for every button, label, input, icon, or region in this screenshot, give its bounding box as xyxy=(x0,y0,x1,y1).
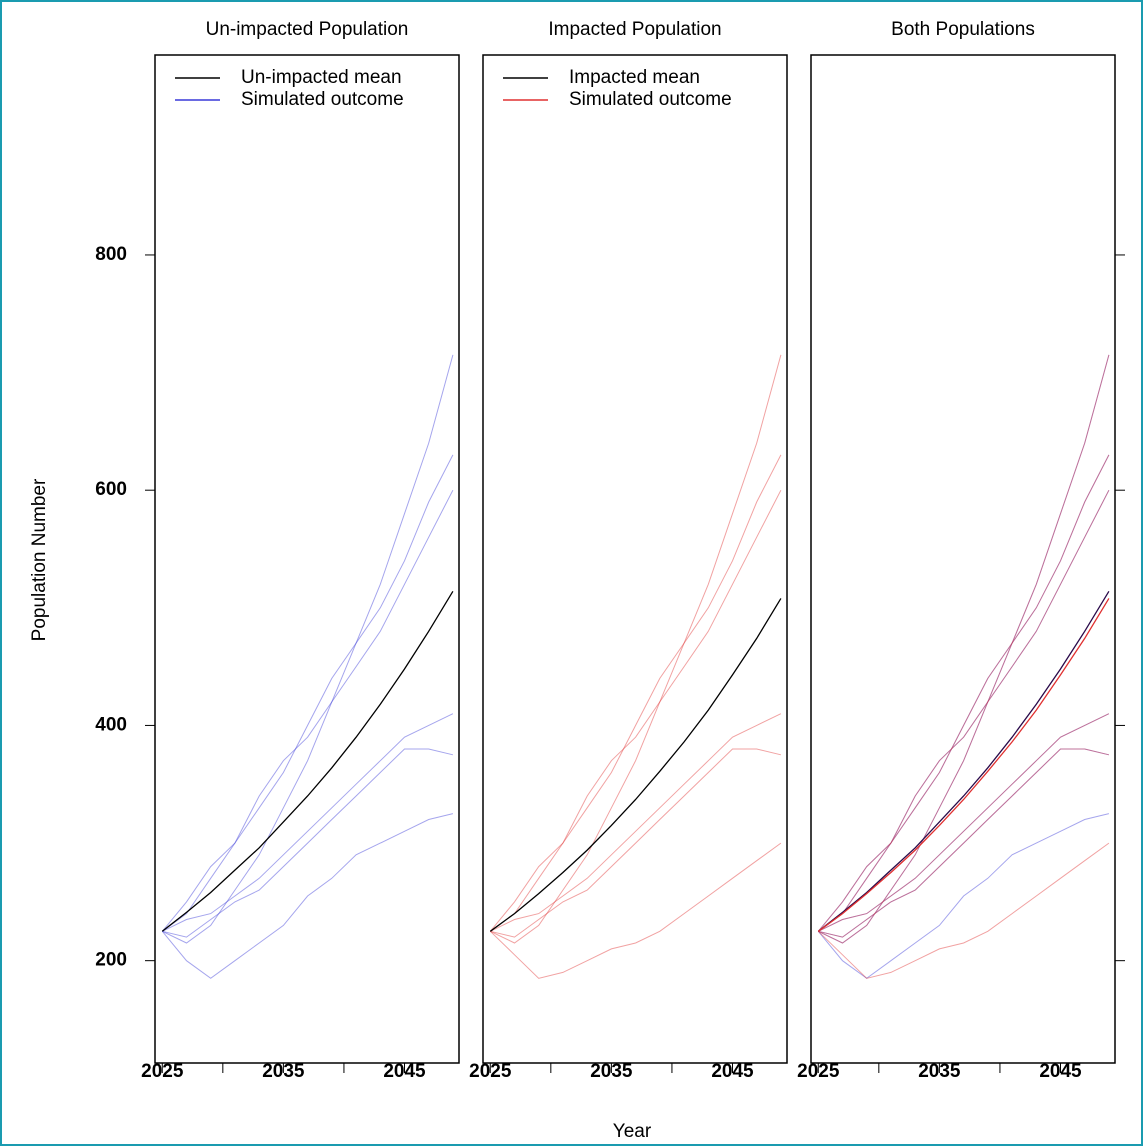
y-axis-label: Population Number xyxy=(29,478,50,641)
x-tick-label: 2035 xyxy=(590,1061,633,1082)
simulated-line xyxy=(490,489,782,932)
mean-line xyxy=(489,598,782,932)
mean-line xyxy=(817,598,1110,932)
x-tick-label: 2025 xyxy=(797,1061,840,1082)
simulated-line xyxy=(162,748,454,938)
x-tick-label: 2035 xyxy=(262,1061,305,1082)
x-tick-label: 2025 xyxy=(469,1061,512,1082)
legend-label: Simulated outcome xyxy=(241,89,404,110)
x-tick-label: 2035 xyxy=(918,1061,961,1082)
simulated-line xyxy=(162,354,454,944)
simulated-line xyxy=(818,713,1110,932)
y-tick-label: 600 xyxy=(95,479,127,500)
simulated-line xyxy=(818,748,1110,938)
simulated-line xyxy=(817,454,1110,932)
simulated-line xyxy=(489,842,782,979)
simulated-line xyxy=(818,748,1110,938)
simulated-line xyxy=(161,813,454,979)
x-axis-label: Year xyxy=(613,1121,652,1142)
x-tick-label: 2025 xyxy=(141,1061,184,1082)
mean-line xyxy=(817,590,1110,932)
simulated-line xyxy=(490,713,782,932)
simulated-line xyxy=(161,454,454,932)
panel-frame xyxy=(482,54,788,1064)
simulated-line xyxy=(817,842,1110,979)
simulated-line xyxy=(818,354,1110,944)
panel-frame xyxy=(810,54,1116,1064)
y-tick-label: 200 xyxy=(95,950,127,971)
mean-line xyxy=(161,590,454,932)
simulated-line xyxy=(818,489,1110,932)
x-tick-label: 2045 xyxy=(1039,1061,1082,1082)
y-tick-label: 800 xyxy=(95,244,127,265)
simulated-line xyxy=(817,813,1110,979)
x-tick-label: 2045 xyxy=(711,1061,754,1082)
simulated-line xyxy=(490,354,782,944)
panel-title: Both Populations xyxy=(891,19,1035,40)
panel-title: Impacted Population xyxy=(548,19,721,40)
simulated-line xyxy=(489,454,782,932)
simulated-line xyxy=(817,454,1110,932)
panel-frame xyxy=(154,54,460,1064)
legend-label: Un-impacted mean xyxy=(241,67,402,88)
legend-label: Impacted mean xyxy=(569,67,700,88)
simulated-line xyxy=(162,713,454,932)
simulated-line xyxy=(162,489,454,932)
simulated-line xyxy=(818,354,1110,944)
simulated-line xyxy=(818,713,1110,932)
panel-title: Un-impacted Population xyxy=(206,19,409,40)
simulated-line xyxy=(490,748,782,938)
x-tick-label: 2045 xyxy=(383,1061,426,1082)
simulated-line xyxy=(818,489,1110,932)
legend-label: Simulated outcome xyxy=(569,89,732,110)
y-tick-label: 400 xyxy=(95,714,127,735)
